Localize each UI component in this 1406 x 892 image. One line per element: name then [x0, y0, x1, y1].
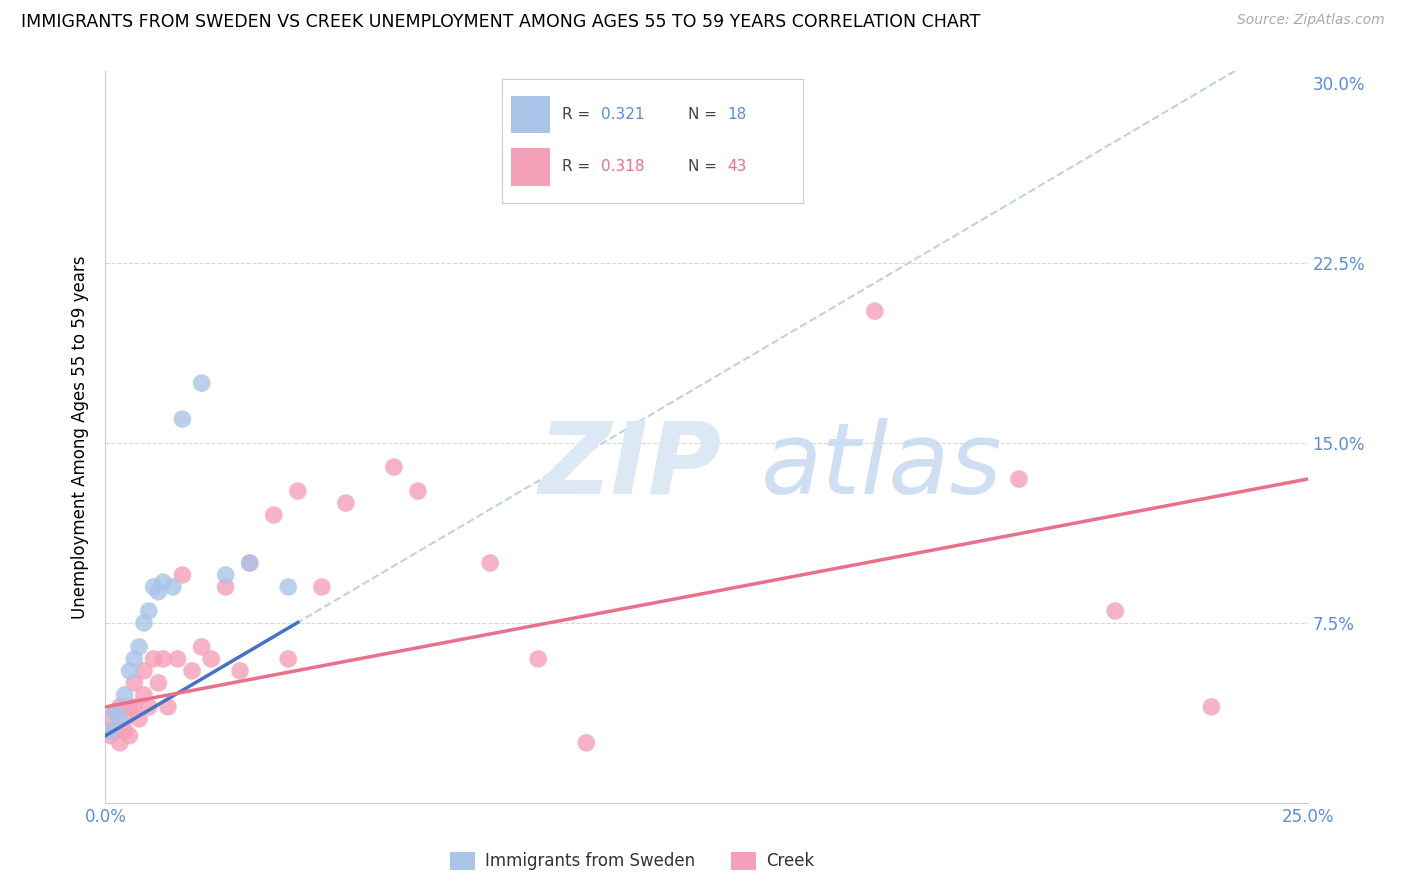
Point [108, 736, 131, 750]
Point [277, 652, 299, 666]
Point [335, 496, 357, 510]
Point [239, 556, 262, 570]
Point [138, 699, 160, 714]
Point [214, 580, 236, 594]
Point [152, 652, 174, 666]
Point [1104, 604, 1126, 618]
Point [277, 580, 299, 594]
Point [132, 688, 155, 702]
Point [527, 652, 550, 666]
Point [172, 568, 194, 582]
Point [575, 736, 598, 750]
Point [108, 699, 131, 714]
Point [287, 483, 309, 498]
Point [124, 676, 146, 690]
Point [172, 412, 194, 426]
Point [142, 652, 165, 666]
Point [124, 652, 146, 666]
Point [128, 712, 150, 726]
Point [132, 615, 155, 630]
Point [671, 88, 693, 103]
Point [118, 664, 141, 678]
Point [114, 723, 136, 738]
Point [98, 723, 121, 738]
Point [104, 705, 127, 719]
Point [190, 376, 212, 391]
Point [382, 460, 405, 475]
Point [114, 688, 136, 702]
Point [118, 699, 141, 714]
Point [181, 664, 204, 678]
Point [108, 712, 131, 726]
Y-axis label: Unemployment Among Ages 55 to 59 years: Unemployment Among Ages 55 to 59 years [72, 255, 90, 619]
Point [1008, 472, 1031, 486]
Point [128, 640, 150, 654]
Point [118, 729, 141, 743]
Point [863, 304, 886, 318]
Point [142, 580, 165, 594]
Point [190, 640, 212, 654]
Point [162, 580, 184, 594]
Point [263, 508, 285, 522]
Point [1201, 699, 1223, 714]
Text: IMMIGRANTS FROM SWEDEN VS CREEK UNEMPLOYMENT AMONG AGES 55 TO 59 YEARS CORRELATI: IMMIGRANTS FROM SWEDEN VS CREEK UNEMPLOY… [21, 13, 980, 31]
Point [156, 699, 179, 714]
Point [214, 568, 236, 582]
Point [311, 580, 333, 594]
Text: atlas: atlas [761, 417, 1002, 515]
Point [98, 712, 121, 726]
Point [124, 699, 146, 714]
Point [104, 705, 127, 719]
Point [104, 723, 127, 738]
Point [152, 575, 174, 590]
Point [138, 604, 160, 618]
Point [479, 556, 502, 570]
Point [200, 652, 222, 666]
Point [98, 729, 121, 743]
Point [114, 712, 136, 726]
Point [406, 483, 429, 498]
Point [239, 556, 262, 570]
Text: Creek: Creek [766, 852, 814, 870]
Point [132, 664, 155, 678]
Point [148, 676, 170, 690]
Point [229, 664, 252, 678]
Text: ZIP: ZIP [538, 417, 721, 515]
Point [148, 584, 170, 599]
Text: Immigrants from Sweden: Immigrants from Sweden [485, 852, 695, 870]
Text: Source: ZipAtlas.com: Source: ZipAtlas.com [1237, 13, 1385, 28]
Point [166, 652, 188, 666]
